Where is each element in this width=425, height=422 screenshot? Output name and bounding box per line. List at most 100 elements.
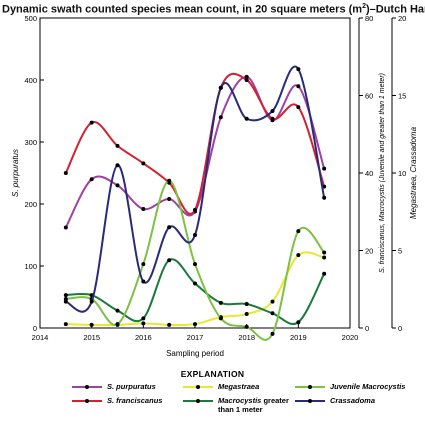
- y-right-tick-label: 0: [398, 324, 402, 333]
- data-point: [193, 322, 197, 327]
- data-point: [89, 322, 94, 327]
- legend-label: Megastraea: [218, 382, 260, 391]
- y-mid-tick-label: 0: [365, 324, 369, 333]
- y-left-tick-label: 400: [24, 76, 37, 85]
- y-left-tick-label: 500: [24, 14, 37, 23]
- data-point: [141, 161, 146, 166]
- y-right-tick-label: 15: [398, 92, 406, 101]
- data-point: [218, 300, 223, 305]
- data-point: [322, 271, 327, 276]
- y-mid-tick-label: 60: [365, 92, 373, 101]
- y-left-tick-label: 0: [33, 324, 37, 333]
- x-axis-label: Sampling period: [166, 349, 224, 358]
- y-right-tick-label: 20: [398, 14, 406, 23]
- series-4: [63, 178, 327, 341]
- y-left-axis-label: S. purpuratus: [11, 149, 20, 197]
- data-point: [296, 84, 301, 89]
- data-point: [193, 233, 197, 237]
- series-line: [64, 72, 326, 215]
- data-point: [193, 207, 197, 212]
- legend-swatch-icon: [295, 385, 325, 389]
- data-point: [167, 197, 172, 202]
- data-point: [115, 322, 120, 327]
- data-point: [141, 206, 146, 211]
- series-0: [63, 74, 327, 230]
- legend-label: Crassadoma: [330, 396, 376, 405]
- legend-label: Macrocystis greater than 1 meter: [218, 396, 289, 414]
- data-point: [296, 229, 301, 234]
- data-point: [270, 299, 275, 304]
- y-left-tick-label: 100: [24, 262, 37, 271]
- legend-swatch-icon: [183, 399, 213, 403]
- data-point: [218, 316, 223, 321]
- data-point: [89, 299, 94, 304]
- data-point: [270, 109, 275, 113]
- data-point: [218, 115, 223, 120]
- data-point: [244, 74, 249, 79]
- y-right-axis-label: Megastraea, Crassadoma: [409, 126, 418, 219]
- series-line: [64, 75, 326, 229]
- data-point: [63, 293, 68, 298]
- series-5: [63, 65, 327, 313]
- chart-plot: 2014 2015 2016 2017 2018 2019 2020010020030040…: [11, 14, 418, 358]
- data-point: [296, 105, 301, 110]
- data-point: [322, 250, 327, 255]
- data-point: [89, 177, 94, 182]
- data-point: [322, 166, 327, 171]
- data-point: [141, 279, 146, 284]
- legend-swatch-icon: [295, 399, 325, 403]
- x-tick-label: 2020: [342, 333, 359, 342]
- data-point: [63, 171, 68, 175]
- series-line: [65, 179, 325, 341]
- x-tick-label: 2017: [187, 333, 204, 342]
- y-mid-tick-label: 40: [365, 169, 373, 178]
- legend-swatch-icon: [183, 385, 213, 389]
- data-point: [244, 324, 249, 329]
- data-point: [115, 183, 120, 188]
- data-point: [270, 331, 275, 336]
- data-point: [141, 316, 146, 321]
- data-point: [296, 320, 301, 325]
- data-point: [322, 255, 327, 260]
- data-point: [296, 253, 301, 258]
- data-point: [270, 116, 275, 121]
- data-point: [193, 281, 197, 286]
- legend-label: S. franciscanus: [107, 396, 163, 405]
- data-point: [141, 262, 146, 267]
- y-mid-tick-label: 80: [365, 14, 373, 23]
- data-point: [296, 67, 301, 72]
- x-tick-label: 2016: [135, 333, 152, 342]
- x-tick-label: 2015: [83, 333, 100, 342]
- data-point: [244, 116, 249, 121]
- legend-swatch-icon: [72, 399, 102, 403]
- data-point: [63, 299, 68, 304]
- legend: S. purpuratus Megastraea Juvenile Macroc…: [0, 382, 425, 422]
- data-point: [115, 143, 120, 148]
- data-point: [89, 120, 94, 125]
- data-point: [167, 178, 172, 183]
- data-point: [244, 301, 249, 306]
- y-mid-axis-label: S. franciscanus, Macrocystis (Juvenile a…: [379, 73, 386, 273]
- legend-swatch-icon: [72, 385, 102, 389]
- data-point: [63, 225, 68, 230]
- chart-title: Dynamic swath counted species mean count…: [2, 3, 425, 16]
- x-tick-label: 2019: [290, 333, 307, 342]
- data-point: [244, 312, 249, 317]
- y-mid-tick-label: 20: [365, 247, 373, 256]
- legend-label: S. purpuratus: [107, 382, 156, 391]
- x-tick-label: 2014: [32, 333, 49, 342]
- series-1: [63, 72, 327, 215]
- data-point: [218, 85, 223, 90]
- y-left-tick-label: 300: [24, 138, 37, 147]
- legend-heading: EXPLANATION: [180, 369, 245, 379]
- data-point: [167, 322, 172, 327]
- data-point: [193, 262, 197, 267]
- data-point: [244, 78, 249, 82]
- data-point: [167, 225, 172, 230]
- data-point: [141, 321, 146, 326]
- y-right-tick-label: 5: [398, 247, 402, 256]
- series-3: [63, 258, 327, 325]
- data-point: [322, 195, 327, 200]
- data-point: [115, 163, 120, 168]
- y-right-tick-label: 10: [398, 169, 406, 178]
